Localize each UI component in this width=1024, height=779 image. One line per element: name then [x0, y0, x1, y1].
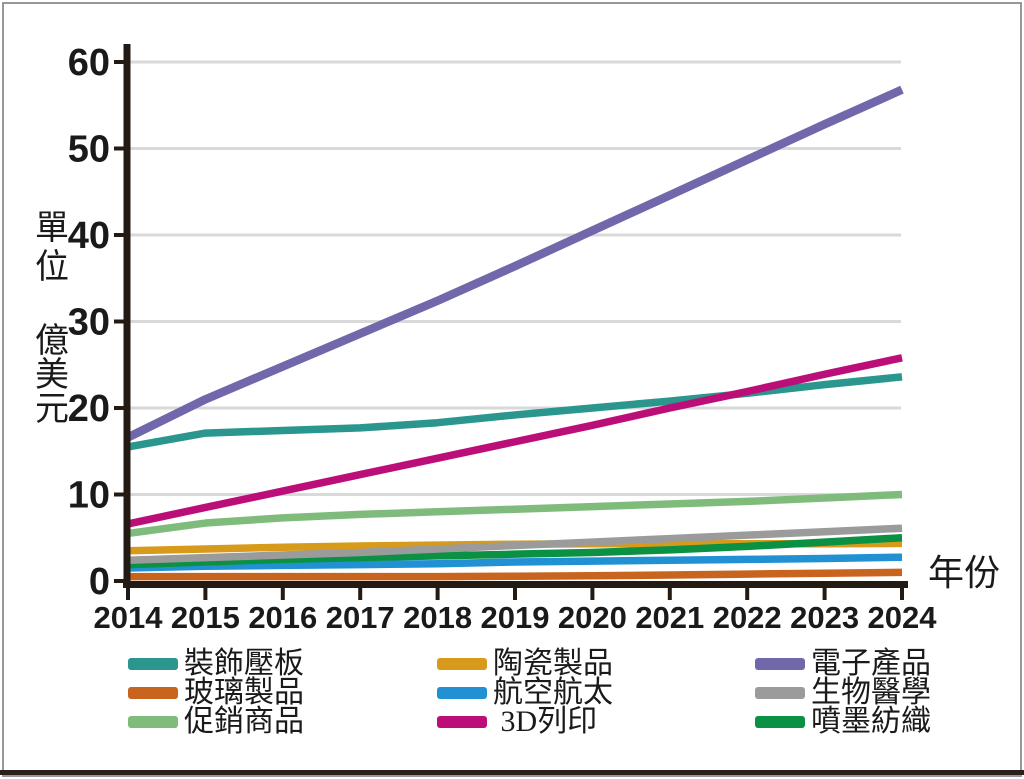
legend-swatch [755, 686, 805, 699]
y-tick-label-40: 40 [68, 215, 110, 257]
x-tick-label-2022: 2022 [713, 600, 782, 635]
legend-label: 航空航太 [493, 676, 613, 709]
series-line-5 [127, 490, 903, 538]
legend-swatch [128, 715, 178, 728]
x-tick-label-2014: 2014 [94, 600, 164, 635]
series-lines [126, 85, 904, 581]
y-tick-label-30: 30 [68, 302, 110, 344]
series-line-4 [127, 524, 903, 564]
legend-item: 航空航太 [437, 676, 613, 709]
legend-swatch [437, 657, 487, 670]
page-bottom-rule [0, 770, 1024, 775]
legend-swatch [128, 686, 178, 699]
y-axis-title-char: 美 [35, 356, 69, 394]
x-tick-label-2015: 2015 [171, 600, 240, 635]
legend-swatch [755, 715, 805, 728]
legend-label: 噴墨紡織 [811, 705, 931, 738]
legend-swatch [437, 715, 487, 728]
series-line-3 [127, 534, 903, 569]
x-tick-label-2017: 2017 [326, 600, 395, 635]
legend-label: 生物醫學 [811, 676, 931, 709]
legend-label: 裝飾壓板 [184, 647, 304, 680]
series-line-7 [127, 354, 903, 528]
y-tick-label-0: 0 [89, 561, 110, 603]
y-tick-label-60: 60 [68, 42, 110, 84]
legend-label: 電子產品 [811, 647, 931, 680]
y-axis-title-char: 億 [35, 322, 69, 360]
series-line-1 [127, 553, 903, 572]
x-tick-label-2020: 2020 [558, 600, 627, 635]
legend-label: 陶瓷製品 [493, 647, 613, 680]
legend-item: 生物醫學 [755, 676, 931, 709]
legend-label: 促銷商品 [184, 705, 304, 738]
legend-item: 玻璃製品 [128, 676, 304, 709]
series-line-8 [126, 85, 904, 442]
legend-swatch [437, 686, 487, 699]
legend-column: 陶瓷製品 航空航太 3D列印 [437, 647, 613, 738]
legend-item: 電子產品 [755, 647, 931, 680]
x-tick-label-2023: 2023 [790, 600, 859, 635]
legend-label: 3D列印 [493, 705, 598, 738]
legend-item: 裝飾壓板 [128, 647, 304, 680]
y-tick-label-20: 20 [68, 388, 110, 430]
legend-item: 噴墨紡織 [755, 705, 931, 738]
x-tick-label-2018: 2018 [403, 600, 472, 635]
legend-item: 陶瓷製品 [437, 647, 613, 680]
legend-swatch [755, 657, 805, 670]
series-line-6 [127, 373, 903, 451]
legend-item: 促銷商品 [128, 705, 304, 738]
axes [114, 44, 908, 600]
legend-swatch [128, 657, 178, 670]
y-axis-title-char: 元 [35, 391, 69, 428]
legend-column: 電子產品 生物醫學 噴墨紡織 [755, 647, 931, 738]
y-axis-title-char: 單 [35, 210, 69, 247]
y-tick-label-10: 10 [68, 475, 110, 517]
legend-column: 裝飾壓板 玻璃製品 促銷商品 [128, 647, 304, 738]
x-tick-label-2019: 2019 [481, 600, 550, 635]
legend-item: 3D列印 [437, 705, 613, 738]
series-line-0 [128, 568, 903, 581]
x-axis-title: 年份 [928, 553, 1000, 593]
x-tick-label-2021: 2021 [635, 600, 704, 635]
legend: 裝飾壓板 玻璃製品 促銷商品 陶瓷製品 航空航太 3D列印 電子產品 生物醫學 噴墨紡織 [0, 649, 1024, 745]
legend-label: 玻璃製品 [184, 676, 304, 709]
x-tick-label-2024: 2024 [868, 600, 938, 635]
x-tick-label-2016: 2016 [248, 600, 317, 635]
y-tick-label-50: 50 [68, 129, 110, 171]
y-axis-title-char: 位 [35, 248, 69, 286]
